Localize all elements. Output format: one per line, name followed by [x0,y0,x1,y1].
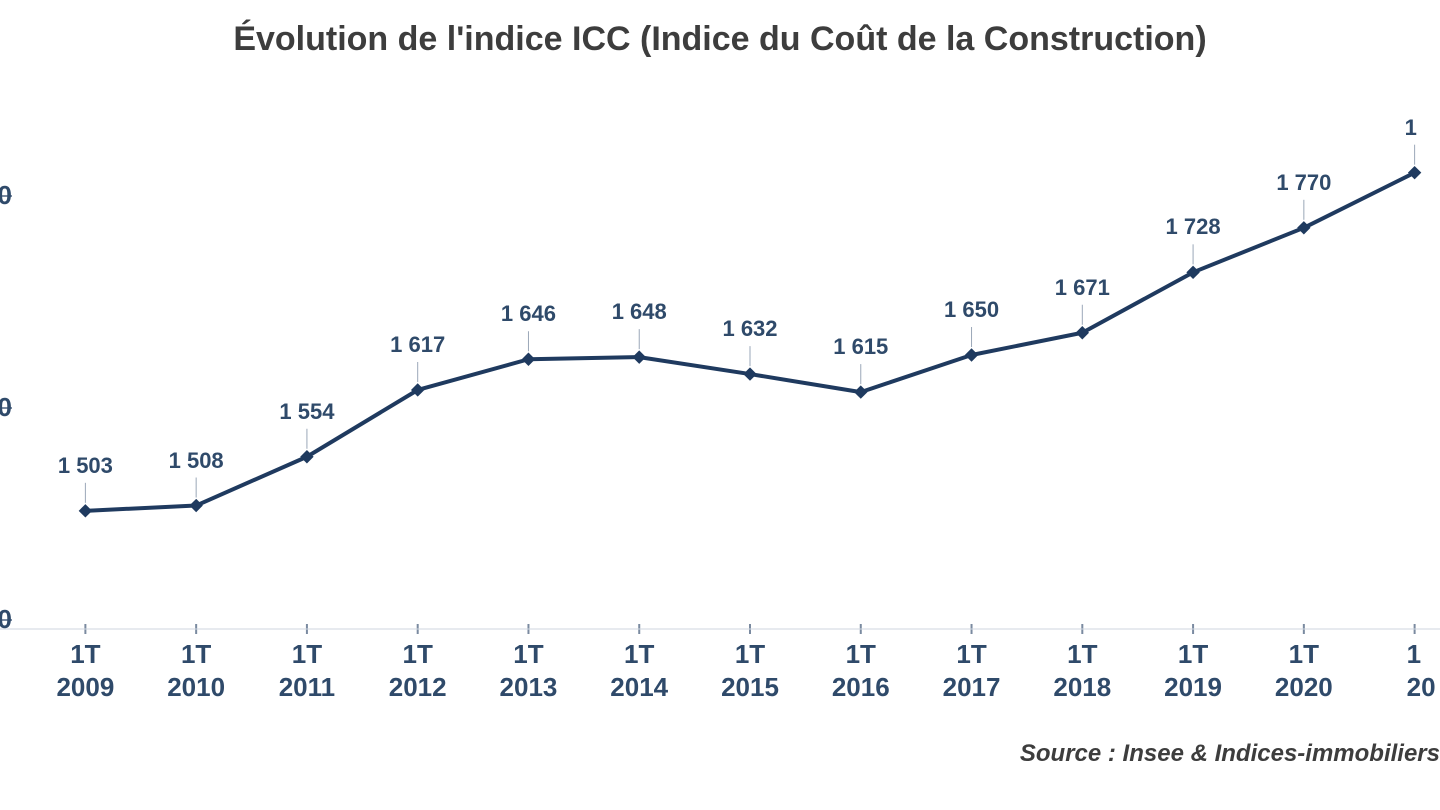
data-label: 1 646 [488,301,568,327]
data-label: 1 728 [1153,214,1233,240]
data-label: 1 615 [821,334,901,360]
data-label: 1 632 [710,316,790,342]
data-label: 1 508 [156,448,236,474]
x-tick-label: 1 20 [1407,638,1440,703]
x-tick-label: 1T 2013 [478,638,578,703]
data-label: 1 650 [932,297,1012,323]
data-marker [966,349,978,361]
x-tick-label: 1T 2016 [811,638,911,703]
x-tick-label: 1T 2010 [146,638,246,703]
x-tick-label: 1T 2015 [700,638,800,703]
data-marker [855,386,867,398]
data-label: 1 770 [1264,170,1344,196]
data-label: 1 648 [599,299,679,325]
data-label: 1 671 [1042,275,1122,301]
data-label: 1 554 [267,399,347,425]
data-marker [79,505,91,517]
data-label: 1 [1405,115,1440,141]
x-tick-label: 1T 2011 [257,638,357,703]
x-tick-label: 1T 2012 [368,638,468,703]
y-tick-label: 0 [0,392,12,423]
x-tick-label: 1T 2014 [589,638,689,703]
y-tick-label: 0 [0,604,12,635]
x-tick-label: 1T 2018 [1032,638,1132,703]
data-marker [522,353,534,365]
data-label: 1 617 [378,332,458,358]
chart-source: Source : Insee & Indices-immobiliers [1020,740,1440,768]
data-marker [744,368,756,380]
data-marker [190,500,202,512]
data-label: 1 503 [45,453,125,479]
x-tick-label: 1T 2019 [1143,638,1243,703]
x-tick-label: 1T 2020 [1254,638,1354,703]
data-marker [633,351,645,363]
x-tick-label: 1T 2017 [922,638,1022,703]
x-tick-label: 1T 2009 [35,638,135,703]
y-tick-label: 0 [0,180,12,211]
